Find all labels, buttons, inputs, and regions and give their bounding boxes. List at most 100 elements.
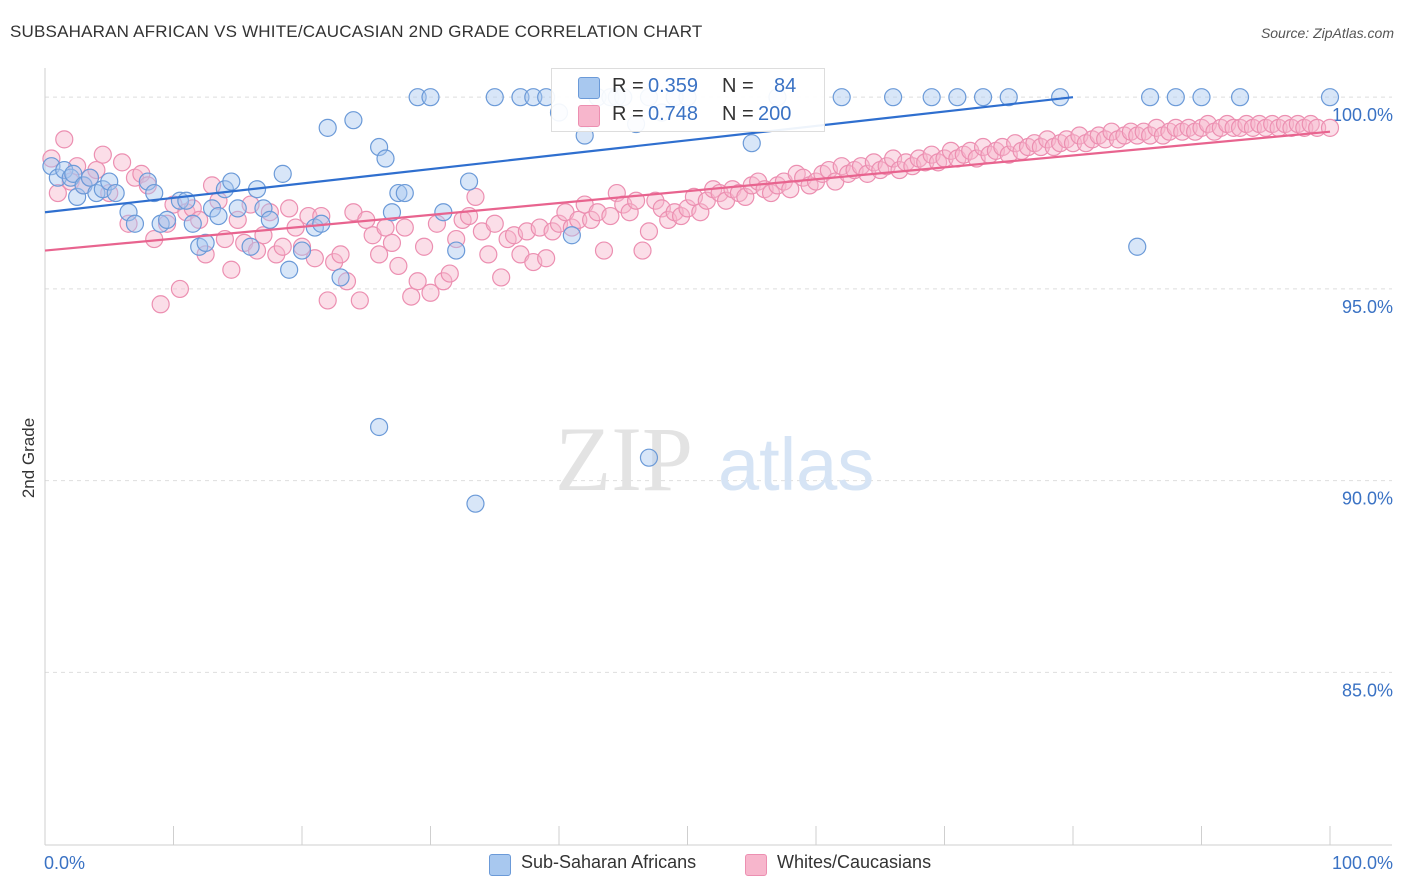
data-point	[157, 210, 177, 229]
data-point	[273, 237, 292, 256]
y-tick-label: 90.0%	[1342, 489, 1393, 509]
data-point	[389, 183, 408, 203]
data-point	[100, 172, 119, 191]
data-point	[601, 206, 620, 226]
legend-label-whites: Whites/Caucasians	[777, 852, 932, 872]
data-point	[370, 417, 389, 437]
data-point	[112, 153, 132, 172]
data-point	[382, 203, 402, 222]
data-point	[241, 237, 260, 256]
r-label: R =	[612, 75, 644, 97]
bottom-legend: Sub-Saharan Africans Whites/Caucasians	[0, 850, 1406, 880]
watermark-zip: ZIP	[555, 408, 693, 510]
stats-row-blue: R = 0.359 N = 84	[552, 73, 824, 101]
trend-line-subsaharan	[44, 96, 1074, 214]
y-tick-labels: 85.0% 90.0% 95.0% 100.0%	[1332, 105, 1393, 700]
data-point	[228, 199, 247, 218]
data-point	[537, 249, 556, 268]
data-point	[414, 237, 434, 256]
pink-swatch	[578, 105, 600, 127]
data-point	[331, 268, 350, 287]
data-point	[292, 237, 312, 256]
data-point	[1128, 237, 1147, 256]
data-point	[736, 187, 755, 206]
data-point	[260, 210, 279, 229]
data-point	[524, 88, 543, 107]
data-point	[421, 88, 440, 107]
data-point	[1140, 88, 1160, 107]
data-point	[883, 88, 903, 107]
data-point	[492, 268, 511, 287]
r-label: R =	[612, 103, 644, 125]
data-point	[273, 164, 292, 183]
data-point	[125, 214, 145, 233]
n-value: 84	[774, 75, 797, 97]
x-tick-labels: 0.0% 100.0%	[44, 853, 1393, 873]
data-point	[395, 183, 414, 203]
data-point	[196, 233, 215, 253]
data-point	[479, 245, 498, 264]
data-point	[639, 448, 659, 467]
source-label: Source: ZipAtlas.com	[1260, 25, 1394, 41]
data-point	[485, 88, 504, 107]
series-whites-caucasians	[42, 114, 1340, 314]
data-point	[151, 295, 170, 314]
axes	[44, 68, 1392, 846]
data-point	[421, 283, 440, 302]
data-point	[376, 149, 395, 168]
data-point	[183, 214, 202, 233]
data-point	[42, 149, 61, 168]
y-tick-label: 100.0%	[1332, 105, 1393, 125]
data-point	[1320, 118, 1340, 137]
data-point	[318, 291, 337, 310]
data-point	[350, 291, 369, 310]
data-point	[1320, 88, 1340, 107]
data-point	[93, 145, 112, 164]
data-point	[639, 222, 659, 241]
data-point	[447, 241, 466, 260]
data-point	[145, 183, 164, 203]
data-point	[209, 206, 228, 226]
data-point	[832, 88, 851, 107]
data-point	[691, 203, 710, 222]
trend-lines	[44, 96, 1331, 252]
data-point	[466, 494, 485, 513]
n-value: 200	[758, 103, 792, 125]
chart-title: SUBSAHARAN AFRICAN VS WHITE/CAUCASIAN 2N…	[10, 22, 703, 41]
data-point	[170, 279, 190, 299]
data-point	[254, 199, 273, 218]
watermark: ZIP atlas	[555, 408, 874, 510]
data-point	[80, 168, 100, 187]
legend-swatch-blue	[489, 854, 511, 876]
trend-line-whites	[44, 130, 1331, 252]
stats-row-pink: R = 0.748 N = 200	[552, 101, 824, 129]
data-point	[633, 241, 652, 260]
data-point	[973, 88, 993, 107]
data-point	[562, 226, 581, 245]
data-point	[620, 203, 639, 222]
data-point	[292, 241, 312, 260]
n-label: N =	[722, 103, 754, 125]
blue-swatch	[578, 77, 600, 99]
data-point	[742, 134, 761, 153]
data-point	[485, 214, 504, 233]
y-tick-label: 85.0%	[1342, 680, 1393, 700]
y-tick-label: 95.0%	[1342, 297, 1393, 317]
data-point	[55, 130, 74, 149]
data-point	[376, 218, 395, 237]
data-point	[948, 88, 967, 107]
data-point	[68, 187, 87, 206]
data-point	[280, 260, 299, 279]
stats-legend: R = 0.359 N = 84 R = 0.748 N = 200	[551, 68, 825, 132]
y-axis-label: 2nd Grade	[19, 418, 38, 498]
data-point	[999, 88, 1018, 107]
data-point	[370, 245, 389, 264]
data-point	[1166, 88, 1185, 107]
data-point	[594, 241, 614, 260]
data-point	[1192, 88, 1211, 107]
data-point	[382, 233, 402, 253]
data-point	[466, 187, 485, 206]
data-point	[408, 272, 427, 291]
data-point	[106, 183, 125, 203]
